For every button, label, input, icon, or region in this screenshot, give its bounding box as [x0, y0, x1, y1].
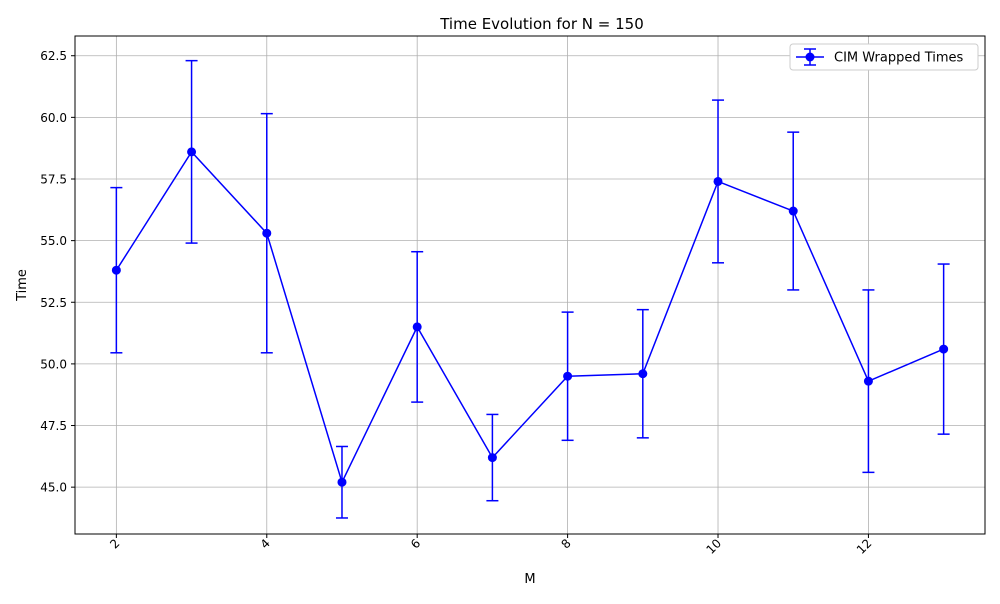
x-tick-label: 4 [258, 536, 273, 551]
data-point [337, 477, 347, 487]
y-tick-label: 62.5 [40, 49, 67, 63]
x-axis-ticks: 2 4 6 8 10 12 [107, 534, 875, 557]
x-tick-label: 6 [408, 536, 423, 551]
x-tick-label: 2 [107, 536, 122, 551]
y-axis-ticks: 45.0 47.5 50.0 52.5 55.0 57.5 60.0 62.5 [40, 49, 75, 495]
data-point [412, 322, 422, 332]
data-point [563, 371, 573, 381]
x-tick-label: 8 [558, 536, 573, 551]
chart-title: Time Evolution for N = 150 [439, 15, 644, 33]
legend: CIM Wrapped Times [789, 43, 979, 71]
data-point [487, 453, 497, 463]
data-point [788, 206, 798, 216]
legend-label: CIM Wrapped Times [834, 51, 964, 66]
x-tick-label: 10 [703, 536, 724, 557]
data-point [939, 344, 949, 354]
y-tick-label: 57.5 [40, 172, 67, 186]
y-tick-label: 60.0 [40, 111, 67, 125]
data-point [187, 147, 197, 157]
data-point [713, 176, 723, 186]
x-axis-label: M [524, 572, 535, 587]
x-tick-label: 12 [854, 536, 875, 557]
series-line [115, 150, 944, 485]
series-layer [110, 59, 950, 519]
legend-marker [805, 52, 815, 62]
y-axis-label: Time [15, 269, 30, 302]
data-point [111, 265, 121, 275]
data-point [262, 228, 272, 238]
y-tick-label: 47.5 [40, 419, 67, 433]
plot-frame [74, 35, 986, 535]
grid [75, 36, 985, 534]
y-tick-label: 55.0 [40, 234, 67, 248]
y-tick-label: 52.5 [40, 296, 67, 310]
legend-box [789, 43, 979, 71]
y-tick-label: 45.0 [40, 481, 67, 495]
y-tick-label: 50.0 [40, 357, 67, 371]
data-point [863, 376, 873, 386]
data-point [638, 369, 648, 379]
